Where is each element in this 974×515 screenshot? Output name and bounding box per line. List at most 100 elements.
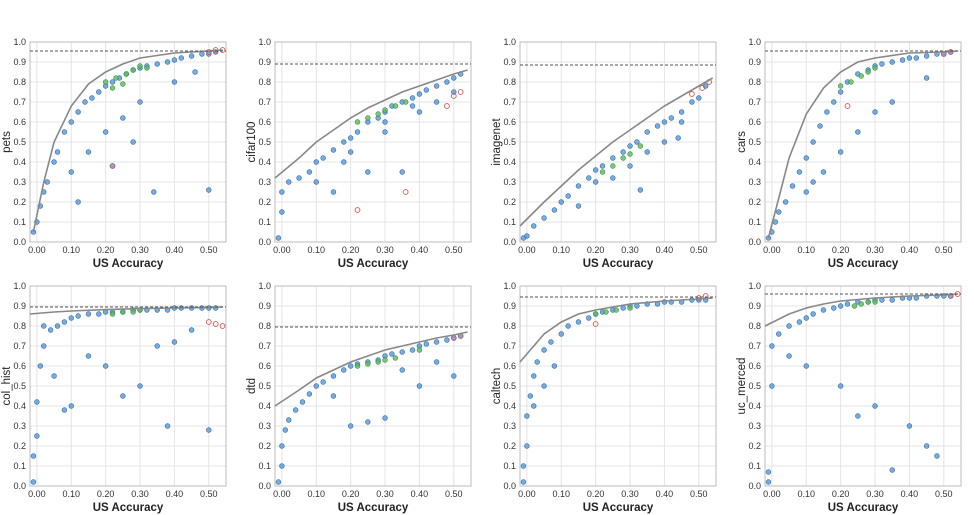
data-point bbox=[820, 169, 827, 175]
data-point bbox=[620, 305, 626, 311]
data-point-red bbox=[444, 103, 450, 109]
data-point bbox=[41, 323, 47, 329]
y-tick-label: 0.3 bbox=[13, 177, 26, 187]
chart-panel-dtd: 0.0 0.1 0.2 0.3 0.4 0.5 0.6 0.7 0.8 0.9 1.0 0.00 0.1… bbox=[246, 281, 472, 514]
data-point-green bbox=[620, 155, 626, 161]
data-point-red bbox=[450, 93, 457, 99]
y-tick-label: 0.0 bbox=[258, 237, 271, 247]
data-point-green bbox=[354, 363, 361, 369]
data-point bbox=[524, 443, 530, 449]
y-tick-label: 0.7 bbox=[748, 341, 761, 351]
y-tick-label: 0.2 bbox=[503, 197, 516, 207]
data-point-red bbox=[592, 321, 599, 327]
chart-panel-cars: 0.0 0.1 0.2 0.3 0.4 0.5 0.6 0.7 0.8 0.9 1.0 0.00 0.1… bbox=[736, 37, 962, 270]
data-point bbox=[320, 155, 326, 161]
data-point bbox=[41, 343, 47, 349]
data-point bbox=[120, 393, 126, 399]
data-point bbox=[610, 155, 616, 161]
y-tick-label: 0.0 bbox=[13, 237, 26, 247]
y-tick-label: 0.1 bbox=[258, 217, 271, 227]
data-point-green bbox=[123, 71, 129, 77]
y-tick-label: 0.8 bbox=[503, 321, 516, 331]
data-point bbox=[282, 427, 289, 433]
y-tick-label: 1.0 bbox=[503, 281, 516, 291]
x-axis-label: US Accuracy bbox=[828, 502, 899, 514]
data-point bbox=[765, 479, 772, 485]
data-point bbox=[433, 83, 440, 89]
data-point bbox=[34, 399, 40, 405]
data-point-green bbox=[137, 63, 143, 69]
data-point bbox=[934, 453, 940, 459]
data-point bbox=[524, 413, 530, 419]
data-point bbox=[423, 341, 429, 347]
data-point bbox=[531, 403, 537, 409]
x-tick-label: 0.50 bbox=[690, 489, 708, 499]
data-point bbox=[803, 155, 809, 161]
y-tick-label: 0.4 bbox=[503, 157, 516, 167]
y-tick-label: 0.9 bbox=[258, 301, 271, 311]
data-point bbox=[776, 331, 782, 337]
data-point bbox=[634, 139, 640, 145]
data-point bbox=[527, 393, 534, 399]
y-tick-label: 0.8 bbox=[13, 321, 26, 331]
data-point bbox=[68, 169, 74, 175]
x-tick-label: 0.10 bbox=[552, 489, 570, 499]
data-point-red bbox=[205, 49, 212, 55]
y-tick-label: 0.3 bbox=[503, 421, 516, 431]
x-tick-label: 0.40 bbox=[901, 245, 919, 255]
data-point bbox=[810, 311, 816, 317]
data-point bbox=[675, 135, 681, 141]
data-point bbox=[451, 75, 457, 81]
data-point bbox=[151, 189, 157, 195]
data-point bbox=[765, 469, 772, 475]
y-tick-label: 0.1 bbox=[748, 217, 761, 227]
data-point bbox=[68, 403, 74, 409]
data-point bbox=[803, 363, 809, 369]
y-tick-label: 0.8 bbox=[258, 321, 271, 331]
y-tick-label: 0.3 bbox=[503, 177, 516, 187]
x-tick-label: 0.20 bbox=[342, 489, 360, 499]
data-point bbox=[789, 183, 796, 189]
data-point bbox=[171, 339, 178, 345]
data-point bbox=[306, 391, 313, 397]
data-point-green bbox=[865, 69, 871, 75]
data-point-green bbox=[392, 355, 399, 361]
data-point bbox=[30, 453, 37, 459]
data-point bbox=[75, 199, 81, 205]
data-point bbox=[696, 95, 702, 101]
data-point bbox=[520, 463, 527, 469]
data-point-red bbox=[695, 295, 702, 301]
data-point bbox=[137, 99, 143, 105]
data-point-red bbox=[402, 189, 409, 195]
data-point bbox=[855, 129, 861, 135]
data-point bbox=[610, 175, 616, 181]
x-tick-label: 0.50 bbox=[200, 489, 218, 499]
data-point bbox=[382, 129, 388, 135]
data-point bbox=[188, 327, 195, 333]
data-point-green bbox=[354, 119, 361, 125]
x-tick-label: 0.00 bbox=[518, 489, 536, 499]
data-point bbox=[75, 313, 81, 319]
data-point bbox=[409, 103, 416, 109]
fit-curve bbox=[29, 306, 223, 315]
x-tick-label: 0.10 bbox=[62, 245, 80, 255]
data-point-green bbox=[851, 303, 858, 309]
data-point bbox=[382, 119, 388, 125]
y-tick-label: 0.2 bbox=[748, 441, 761, 451]
x-tick-label: 0.00 bbox=[28, 245, 46, 255]
data-point bbox=[330, 189, 337, 195]
data-point-red bbox=[212, 321, 219, 327]
data-point bbox=[923, 53, 930, 59]
data-point bbox=[541, 215, 547, 221]
y-axis-label: cars bbox=[736, 131, 748, 153]
data-point-red bbox=[354, 207, 361, 213]
data-point-green bbox=[416, 347, 423, 353]
y-tick-label: 0.8 bbox=[503, 77, 516, 87]
y-tick-label: 0.7 bbox=[13, 97, 26, 107]
x-tick-label: 0.50 bbox=[200, 245, 218, 255]
y-tick-label: 0.6 bbox=[748, 361, 761, 371]
y-tick-label: 0.9 bbox=[503, 57, 516, 67]
y-tick-label: 0.0 bbox=[13, 481, 26, 491]
data-point bbox=[347, 149, 354, 155]
data-point bbox=[769, 343, 775, 349]
